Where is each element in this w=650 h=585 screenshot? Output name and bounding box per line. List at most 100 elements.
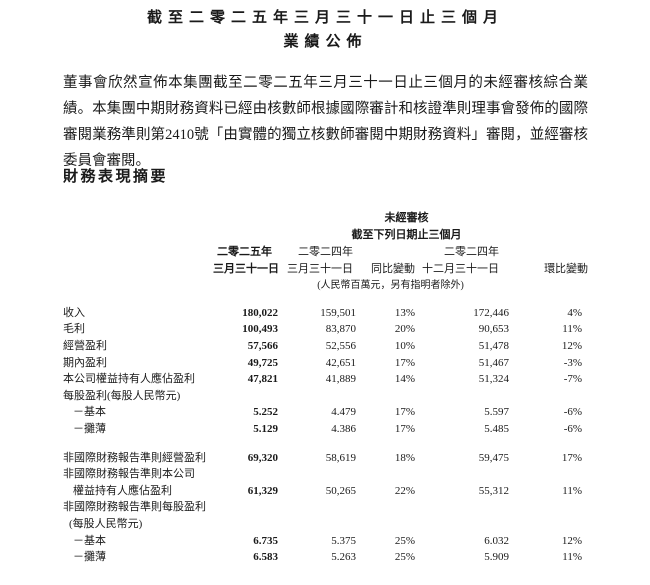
table-row: 經營盈利 57,566 52,556 10% 51,478 12% (63, 338, 588, 355)
cell-2024-dec: 172,446 (473, 306, 509, 319)
cell-2025-mar: 180,022 (242, 306, 278, 319)
cell-yoy: 17% (394, 356, 415, 369)
cell-qoq (509, 516, 588, 533)
col-header-2024mar-year: 二零二四年 (298, 246, 353, 258)
cell-2024-dec: 5.909 (484, 551, 509, 564)
table-row: (每股人民幣元) (63, 516, 588, 533)
cell-yoy: 25% (394, 551, 415, 564)
page-title-line-2: 業績公佈 (283, 34, 368, 50)
cell-yoy: 25% (394, 534, 415, 547)
cell-2024-dec: 5.597 (484, 406, 509, 419)
col-header-qoq-change: 環比變動 (544, 263, 589, 275)
table-row: 非國際財務報告準則本公司 (63, 466, 588, 483)
table-row: 期內盈利 49,725 42,651 17% 51,467 -3% (63, 355, 588, 372)
cell-2024-mar: 52,556 (325, 339, 356, 352)
cell-2025-mar (213, 466, 278, 483)
cell-2025-mar: 61,329 (247, 484, 278, 497)
cell-yoy: 17% (394, 406, 415, 419)
results-announcement-page: 截至二零二五年三月三十一日止三個月 業績公佈 董事會欣然宣佈本集團截至二零二五年… (63, 10, 588, 566)
row-label: 經營盈利 (63, 339, 107, 352)
table-row: 非國際財務報告準則經營盈利 69,320 58,619 18% 59,475 17% (63, 450, 588, 467)
cell-qoq: -6% (563, 406, 583, 419)
col-header-2024mar-date: 三月三十一日 (287, 263, 353, 275)
cell-2025-mar: 6.735 (253, 534, 278, 547)
cell-2024-mar (278, 466, 356, 483)
table-row: 每股盈利(每股人民幣元) (63, 388, 588, 405)
cell-2024-mar (278, 500, 356, 517)
col-header-2024dec-date: 十二月三十一日 (422, 263, 499, 275)
cell-2025-mar: 57,566 (247, 339, 278, 352)
cell-qoq: 4% (567, 306, 583, 319)
cell-2025-mar (213, 388, 278, 405)
cell-yoy: 13% (394, 306, 415, 319)
table-row: 收入 180,022 159,501 13% 172,446 4% (63, 305, 588, 322)
cell-yoy (356, 388, 415, 405)
period-note-label: 截至下列日期止三個月 (351, 229, 462, 241)
cell-qoq (509, 388, 588, 405)
row-label: 期內盈利 (63, 356, 107, 369)
cell-2025-mar: 100,493 (242, 323, 278, 336)
cell-qoq: 11% (562, 484, 583, 497)
cell-2025-mar: 47,821 (247, 373, 278, 386)
row-label: 本公司權益持有人應佔盈利 (63, 373, 195, 386)
row-label: 毛利 (63, 323, 85, 336)
cell-qoq: -7% (563, 373, 583, 386)
cell-2024-dec (415, 516, 509, 533)
table-row: －攤薄 6.583 5.263 25% 5.909 11% (63, 549, 588, 566)
cell-2024-mar: 42,651 (325, 356, 356, 369)
col-header-2024dec-year: 二零二四年 (444, 246, 499, 258)
financial-summary-table: 未經審核 截至下列日期止三個月 二零二五年 二零二四年 二零二四年 三月三十一日… (63, 210, 588, 566)
row-label: －攤薄 (73, 551, 106, 564)
row-label: 收入 (63, 306, 85, 319)
cell-2024-dec: 6.032 (484, 534, 509, 547)
spacer-row (63, 438, 588, 450)
row-label: －基本 (73, 534, 106, 547)
cell-yoy (356, 500, 415, 517)
cell-2025-mar: 5.252 (253, 406, 278, 419)
cell-qoq (509, 466, 588, 483)
table-body: 收入 180,022 159,501 13% 172,446 4% 毛利 100,493 83,… (63, 305, 588, 566)
row-label: 非國際財務報告準則每股盈利 (63, 501, 206, 514)
cell-2024-mar: 5.263 (331, 551, 356, 564)
header-row-period: 截至下列日期止三個月 (63, 227, 588, 244)
header-row-dates: 三月三十一日 三月三十一日 同比變動 十二月三十一日 環比變動 (63, 261, 588, 278)
cell-2024-dec: 51,467 (478, 356, 509, 369)
cell-2024-dec: 5.485 (484, 422, 509, 435)
cell-2025-mar: 6.583 (253, 551, 278, 564)
cell-2024-dec: 59,475 (478, 451, 509, 464)
cell-2025-mar (213, 500, 278, 517)
col-header-2025-date: 三月三十一日 (213, 263, 279, 275)
cell-qoq: 12% (561, 339, 583, 352)
table-row: 非國際財務報告準則每股盈利 (63, 500, 588, 517)
table-row: －基本 5.252 4.479 17% 5.597 -6% (63, 405, 588, 422)
cell-2024-mar: 50,265 (325, 484, 356, 497)
row-label: (每股人民幣元) (69, 517, 143, 530)
cell-2024-mar: 58,619 (325, 451, 356, 464)
cell-2024-dec (415, 388, 509, 405)
cell-2025-mar (213, 516, 278, 533)
cell-qoq (509, 500, 588, 517)
cell-2024-dec: 90,653 (478, 323, 509, 336)
cell-2024-mar: 83,870 (325, 323, 356, 336)
spacer-row (63, 293, 588, 305)
cell-qoq: 12% (561, 534, 583, 547)
cell-2024-mar: 159,501 (320, 306, 356, 319)
cell-2024-mar: 4.479 (331, 406, 356, 419)
cell-yoy: 10% (394, 339, 415, 352)
cell-2024-mar: 41,889 (325, 373, 356, 386)
row-label: 每股盈利(每股人民幣元) (63, 389, 181, 402)
table-row: 毛利 100,493 83,870 20% 90,653 11% (63, 322, 588, 339)
page-title-line-1: 截至二零二五年三月三十一日止三個月 (146, 10, 504, 26)
cell-2024-dec: 55,312 (478, 484, 509, 497)
cell-yoy (356, 516, 415, 533)
cell-qoq: -3% (563, 356, 583, 369)
table-row: －基本 6.735 5.375 25% 6.032 12% (63, 533, 588, 550)
cell-yoy: 17% (394, 422, 415, 435)
row-label: 非國際財務報告準則本公司 (63, 468, 195, 481)
cell-2024-dec: 51,324 (478, 373, 509, 386)
cell-qoq: 11% (562, 551, 583, 564)
section-heading: 財務表現摘要 (63, 169, 169, 185)
table-row: 權益持有人應佔盈利 61,329 50,265 22% 55,312 11% (63, 483, 588, 500)
cell-2025-mar: 49,725 (247, 356, 278, 369)
row-label: －基本 (73, 406, 106, 419)
